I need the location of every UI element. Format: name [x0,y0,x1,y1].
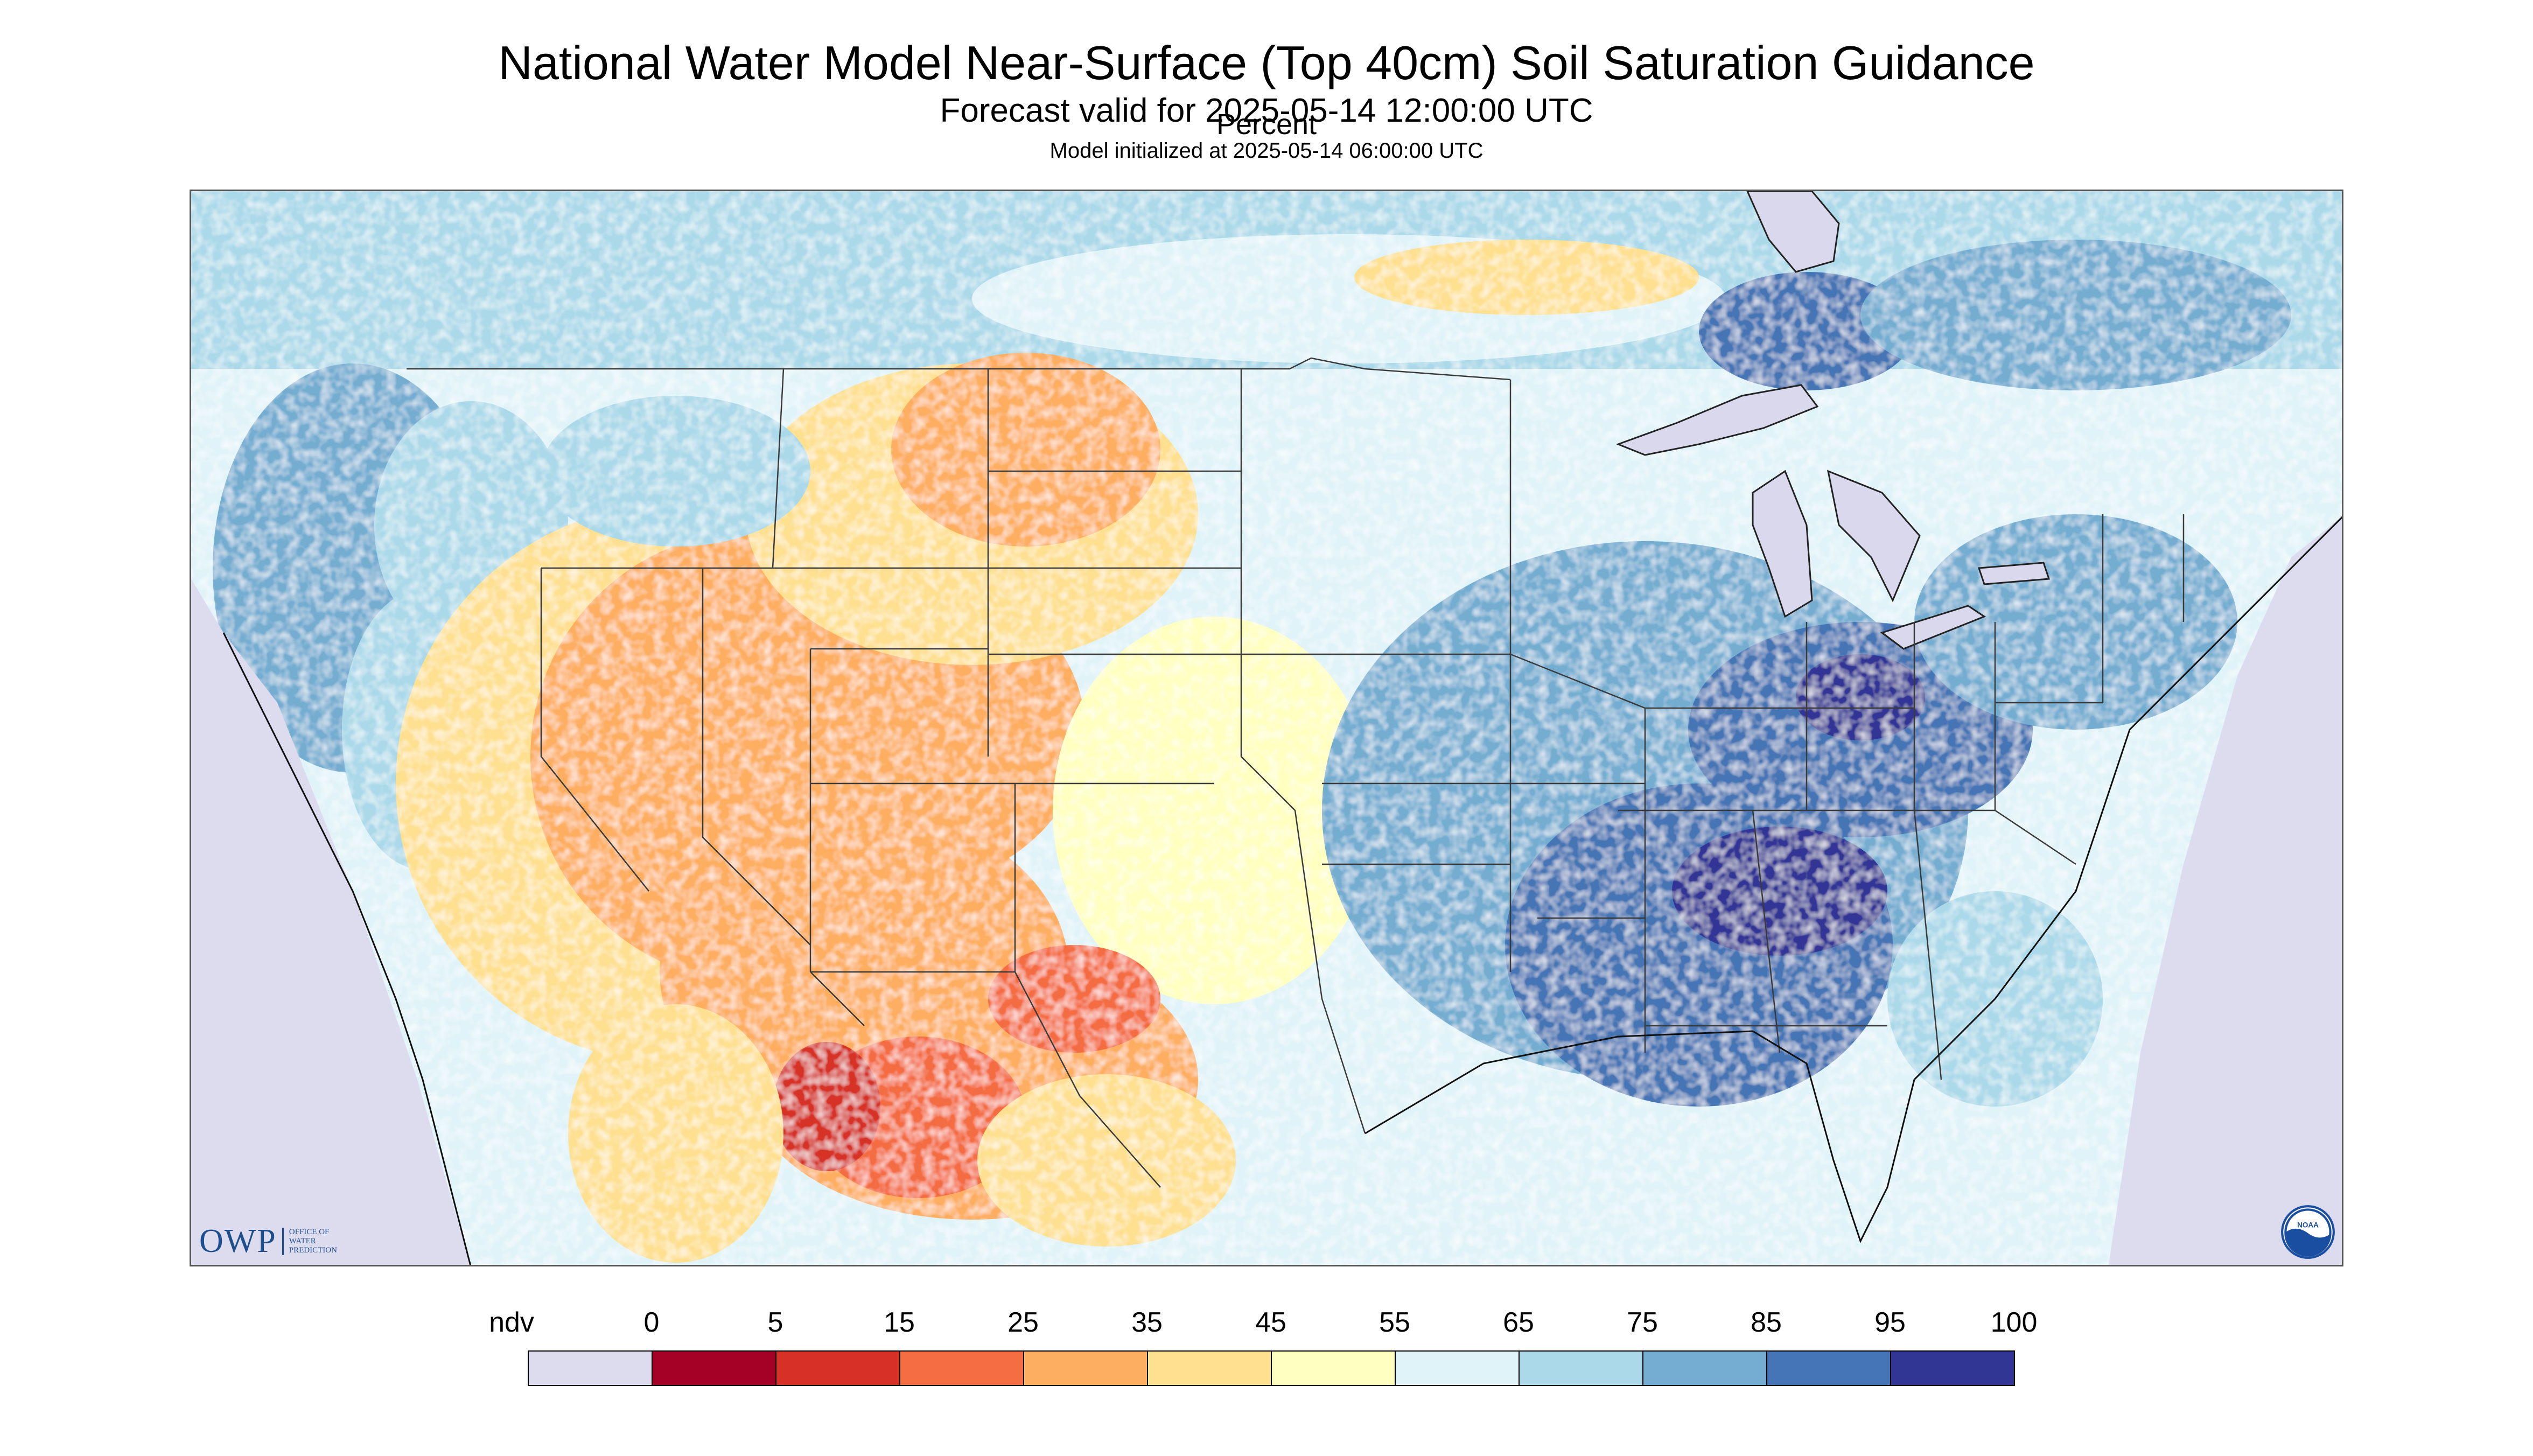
owp-sub-line: OFFICE OF [289,1227,330,1236]
legend-tick-label: 55 [1379,1307,1410,1338]
legend-tick-label: 100 [1990,1307,2038,1338]
legend-tick-label: 75 [1627,1307,1658,1338]
lake-michigan [1752,470,1813,618]
owp-logo-subtext: OFFICE OF WATER PREDICTION [282,1227,337,1255]
legend-swatch [1023,1350,1148,1386]
map-title: National Water Model Near-Surface (Top 4… [498,36,2035,89]
noaa-logo-text: NOAA [2297,1221,2319,1229]
model-init-line: Model initialized at 2025-05-14 06:00:00… [1049,139,1484,163]
legend-swatch [1766,1350,1891,1386]
owp-sub-line: PREDICTION [289,1245,337,1255]
legend-swatch [1147,1350,1272,1386]
saturation-field [191,191,2342,1265]
legend-swatch [899,1350,1024,1386]
legend-swatch [652,1350,776,1386]
legend-ndv-label: ndv [489,1307,534,1338]
lake-erie [1880,605,1986,650]
legend-swatch [1271,1350,1396,1386]
owp-logo: OWP OFFICE OF WATER PREDICTION [199,1221,337,1261]
coastline [222,516,2342,1265]
legend-title: Percent [1216,108,1317,141]
legend-tick-label: 65 [1503,1307,1534,1338]
legend: ndv 0 5 15 25 35 45 55 65 75 85 95 100 [0,1292,2533,1454]
lakes [1615,191,2051,650]
forecast-valid-subtitle: Forecast valid for 2025-05-14 12:00:00 U… [940,92,1593,129]
legend-tick-label: 95 [1874,1307,1906,1338]
legend-tick-label: 45 [1255,1307,1286,1338]
legend-tick-label: 35 [1131,1307,1163,1338]
legend-swatch [1890,1350,2015,1386]
legend-tick-label: 15 [884,1307,915,1338]
lake-superior [1615,384,1819,456]
soil-saturation-map [190,190,2343,1266]
legend-swatch [1642,1350,1767,1386]
legend-tick-label: 25 [1007,1307,1039,1338]
lake-ontario [1977,562,2051,585]
map-canvas [191,191,2342,1265]
legend-tick-label: 0 [643,1307,660,1338]
legend-swatch [528,1350,653,1386]
legend-swatch [1519,1350,1643,1386]
lake-huron [1827,470,1921,603]
political-borders [407,357,2185,1188]
legend-tick-label: 85 [1751,1307,1782,1338]
owp-sub-line: WATER [289,1236,316,1245]
legend-swatch [1395,1350,1520,1386]
noaa-logo: NOAA [2281,1205,2335,1259]
legend-tick-label: 5 [767,1307,783,1338]
legend-swatch [775,1350,900,1386]
hudson-bay-south [1746,191,1840,273]
owp-logo-text: OWP [199,1222,277,1259]
